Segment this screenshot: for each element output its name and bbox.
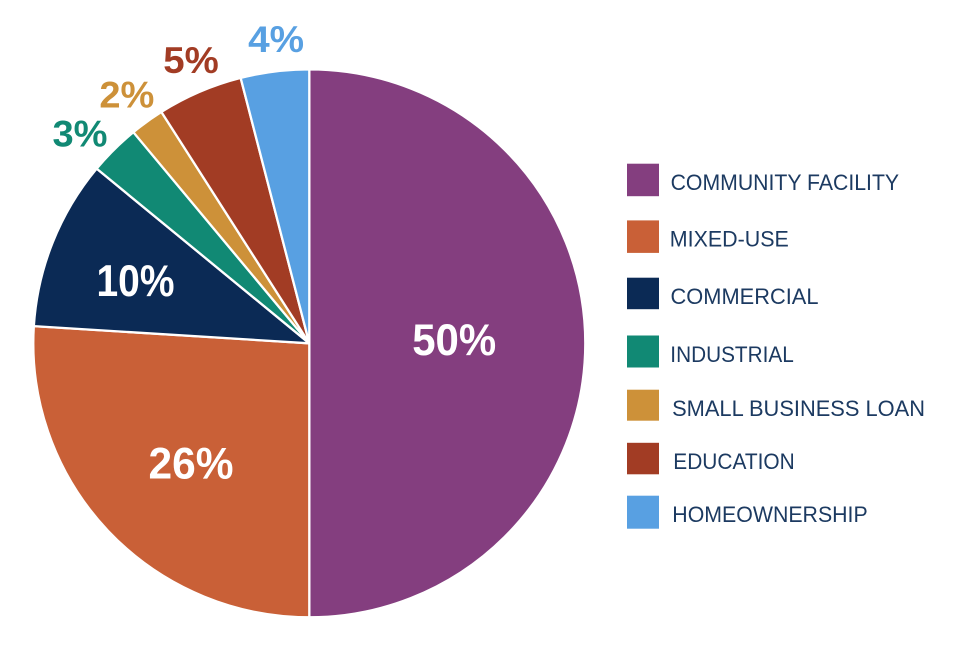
svg-text:26%: 26% (149, 440, 234, 489)
svg-text:50%: 50% (412, 316, 496, 365)
svg-text:COMMUNITY FACILITY: COMMUNITY FACILITY (671, 170, 900, 195)
svg-text:INDUSTRIAL: INDUSTRIAL (670, 342, 794, 367)
svg-text:HOMEOWNERSHIP: HOMEOWNERSHIP (672, 502, 867, 527)
svg-text:COMMERCIAL: COMMERCIAL (671, 284, 819, 309)
svg-text:SMALL BUSINESS LOAN: SMALL BUSINESS LOAN (672, 396, 925, 421)
svg-text:2%: 2% (99, 75, 154, 116)
svg-text:EDUCATION: EDUCATION (673, 449, 794, 474)
svg-text:MIXED-USE: MIXED-USE (670, 227, 789, 252)
svg-text:10%: 10% (97, 257, 175, 306)
svg-text:5%: 5% (163, 40, 219, 81)
svg-text:4%: 4% (248, 19, 304, 60)
svg-text:3%: 3% (53, 114, 108, 155)
